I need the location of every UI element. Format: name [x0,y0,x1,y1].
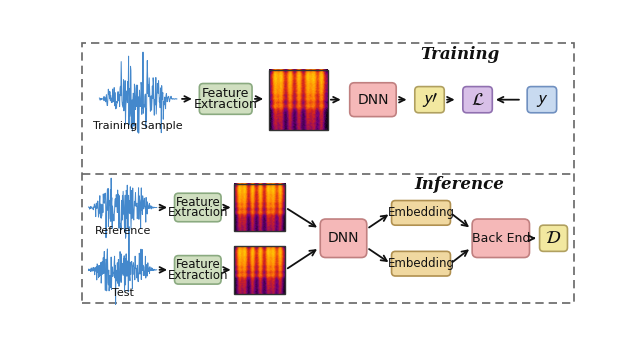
Bar [234,184,285,231]
Text: Extraction: Extraction [194,98,258,111]
Text: $\mathcal{y}{\prime}$: $\mathcal{y}{\prime}$ [422,91,437,109]
FancyBboxPatch shape [463,86,492,113]
FancyBboxPatch shape [472,219,529,258]
FancyBboxPatch shape [175,193,221,222]
FancyBboxPatch shape [527,86,557,113]
Text: Reference: Reference [95,226,151,236]
Text: DNN: DNN [357,93,388,107]
FancyBboxPatch shape [415,86,444,113]
FancyBboxPatch shape [540,225,568,251]
Text: Extraction: Extraction [168,206,228,220]
FancyBboxPatch shape [199,83,252,114]
Text: Feature: Feature [175,196,220,209]
Text: Training Sample: Training Sample [93,121,183,131]
Text: Inference: Inference [415,176,505,193]
Text: Embedding: Embedding [387,257,454,270]
Bar [234,246,285,294]
Text: Feature: Feature [202,87,250,100]
Text: Training: Training [420,46,499,63]
FancyBboxPatch shape [392,201,451,225]
Text: Test: Test [112,288,134,298]
Text: $\mathcal{L}$: $\mathcal{L}$ [470,91,484,109]
Text: Extraction: Extraction [168,269,228,282]
Text: DNN: DNN [328,231,359,245]
FancyBboxPatch shape [349,83,396,117]
FancyBboxPatch shape [392,251,451,276]
Text: Feature: Feature [175,258,220,271]
Bar [269,70,328,130]
FancyBboxPatch shape [320,219,367,258]
Text: Back End: Back End [472,232,530,245]
Text: Embedding: Embedding [387,206,454,220]
Text: $\mathcal{D}$: $\mathcal{D}$ [545,229,562,247]
FancyBboxPatch shape [175,256,221,284]
Text: $\mathcal{y}$: $\mathcal{y}$ [536,91,548,109]
